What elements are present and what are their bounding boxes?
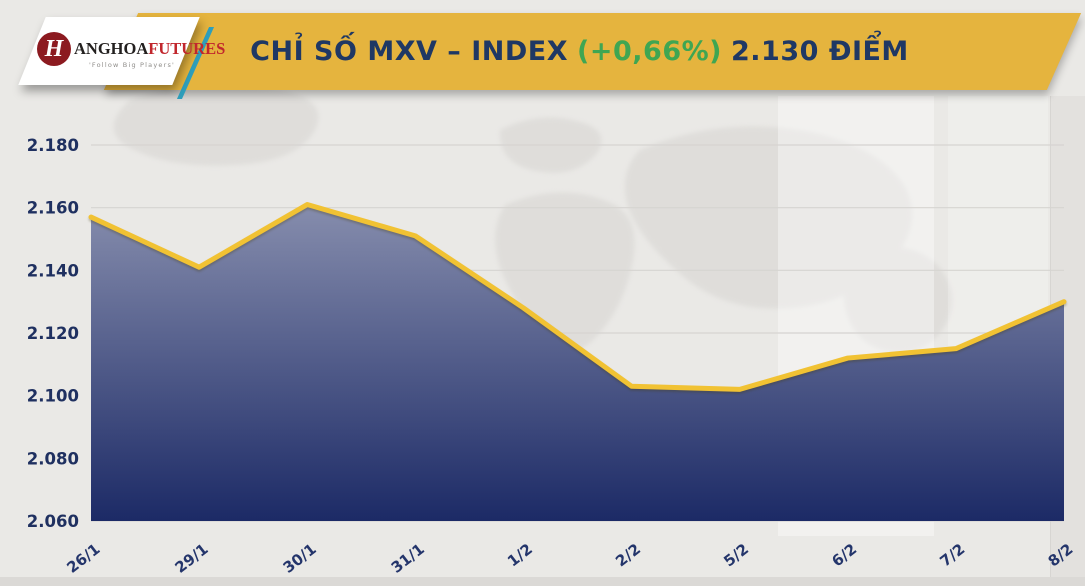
y-axis-tick-label: 2.160 [27,199,79,218]
y-axis-tick-label: 2.180 [27,136,79,155]
area-layer [88,202,1067,522]
y-axis-tick-label: 2.140 [27,261,79,280]
x-axis-category-label: 6/2 [828,540,860,570]
logo-wordmark: ANGHOAFUTURES [74,39,225,59]
x-axis-category-label: 7/2 [936,540,968,570]
index-line [88,202,1067,392]
logo-monogram-icon: H [37,32,71,66]
x-axis-category-label: 29/1 [171,540,211,577]
x-axis: 26/1 29/1 30/1 31/1 1/2 2/2 5/2 6/2 7/2 8/2 [63,540,1076,577]
x-axis-category-label: 26/1 [63,540,103,577]
logo-tagline: 'Follow Big Players' [88,61,176,69]
x-axis-category-label: 5/2 [720,540,752,570]
index-area-fill [91,204,1064,522]
chart-title: CHỈ SỐ MXV – INDEX (+0,66%) 2.130 ĐIỂM [121,13,1064,90]
y-axis-tick-label: 2.060 [27,512,79,531]
logo-wordmark-primary: ANGHOA [74,39,149,58]
x-axis-category-label: 2/2 [612,540,644,570]
y-axis: 2.180 2.160 2.140 2.120 2.100 2.080 2.060 [27,136,79,531]
logo-wordmark-accent: FUTURES [148,39,226,58]
y-axis-tick-label: 2.100 [27,387,79,406]
y-axis-tick-label: 2.120 [27,324,79,343]
x-axis-category-label: 31/1 [388,540,428,577]
brand-logo: H ANGHOAFUTURES 'Follow Big Players' [32,17,225,85]
title-change-percent: (+0,66%) [577,36,723,67]
x-axis-category-label: 1/2 [504,540,536,570]
logo-monogram-letter: H [44,35,64,62]
x-axis-category-label: 8/2 [1045,540,1077,570]
x-axis-category-label: 30/1 [280,540,320,577]
y-axis-tick-label: 2.080 [27,449,79,468]
title-label: CHỈ SỐ MXV – INDEX [250,36,569,67]
title-value: 2.130 ĐIỂM [731,36,909,67]
